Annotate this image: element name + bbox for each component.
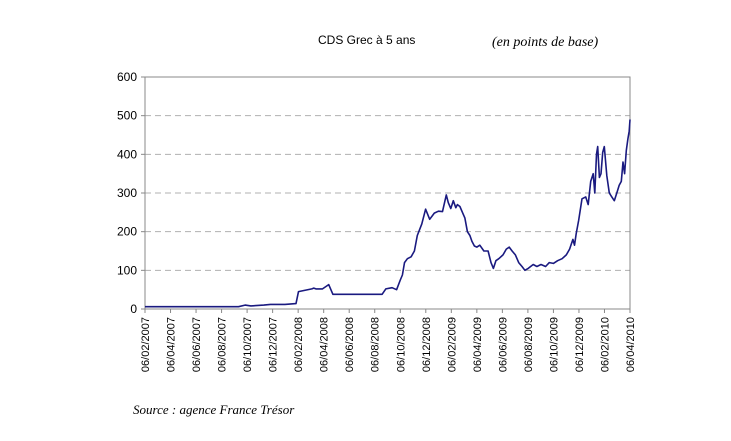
x-tick-label: 06/04/2009 bbox=[472, 317, 484, 372]
chart-title: CDS Grec à 5 ans bbox=[318, 33, 416, 47]
y-tick-label: 0 bbox=[130, 302, 137, 316]
grid-lines bbox=[145, 115, 630, 271]
x-tick-label: 06/04/2007 bbox=[166, 317, 178, 372]
x-axis: 06/02/2007 06/04/2007 06/06/2007 06/08/2007… bbox=[140, 309, 637, 372]
x-tick-label: 06/04/2008 bbox=[319, 317, 331, 372]
x-tick-label: 06/12/2008 bbox=[421, 317, 433, 372]
x-tick-label: 06/08/2008 bbox=[370, 317, 382, 372]
x-tick-label: 06/10/2008 bbox=[395, 317, 407, 372]
unit-label: (en points de base) bbox=[492, 35, 599, 50]
x-tick-label: 06/06/2007 bbox=[191, 317, 203, 372]
x-tick-label: 06/06/2008 bbox=[344, 317, 356, 372]
y-tick-label: 200 bbox=[117, 225, 137, 239]
x-tick-label: 06/06/2009 bbox=[497, 317, 509, 372]
x-tick-label: 06/08/2007 bbox=[217, 317, 229, 372]
y-axis: 0 100 200 300 400 500 600 bbox=[117, 70, 145, 316]
y-tick-label: 400 bbox=[117, 147, 137, 161]
y-tick-label: 100 bbox=[117, 263, 137, 277]
cds-series-line bbox=[145, 119, 631, 308]
x-tick-label: 06/02/2010 bbox=[599, 317, 611, 372]
x-tick-label: 06/12/2009 bbox=[574, 317, 586, 372]
y-tick-label: 500 bbox=[117, 109, 137, 123]
y-tick-label: 600 bbox=[117, 70, 137, 84]
x-tick-label: 06/10/2007 bbox=[242, 317, 254, 372]
x-tick-label: 06/02/2009 bbox=[446, 317, 458, 372]
x-tick-label: 06/02/2007 bbox=[140, 317, 152, 372]
x-tick-label: 06/12/2007 bbox=[268, 317, 280, 372]
source-note: Source : agence France Trésor bbox=[133, 402, 295, 417]
x-tick-label: 06/02/2008 bbox=[293, 317, 305, 372]
y-tick-label: 300 bbox=[117, 186, 137, 200]
x-tick-label: 06/10/2009 bbox=[548, 317, 560, 372]
x-tick-label: 06/08/2009 bbox=[523, 317, 535, 372]
x-tick-label: 06/04/2010 bbox=[625, 317, 637, 372]
